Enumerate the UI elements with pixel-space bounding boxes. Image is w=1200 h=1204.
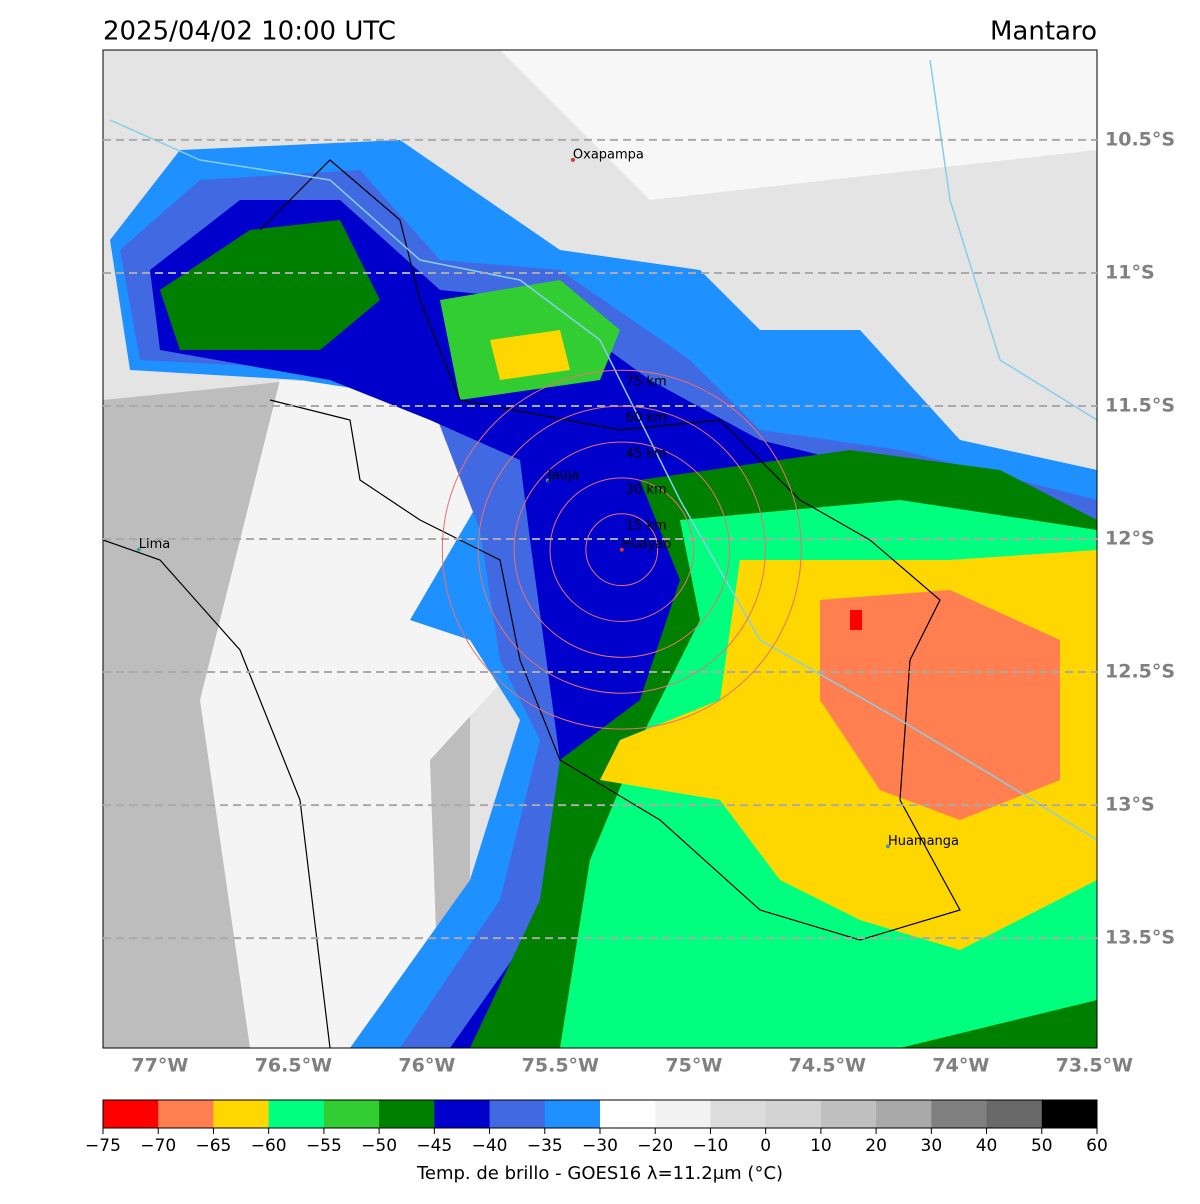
colorbar-tick-label: −45 (416, 1136, 452, 1156)
colorbar-segment (1041, 1100, 1098, 1128)
lon-label: 75°W (665, 1055, 722, 1077)
range-ring (441, 369, 802, 730)
place-label: Jauja (547, 468, 580, 483)
colorbar-tick-label: −75 (85, 1136, 121, 1156)
colorbar-segment (379, 1100, 435, 1128)
colorbar-label: Temp. de brillo - GOES16 λ=11.2μm (°C) (416, 1163, 783, 1184)
colorbar-tick-label: 20 (865, 1136, 887, 1156)
map-frame (102, 49, 1098, 1049)
colorbar-segment (103, 1100, 159, 1128)
colorbar-segment (986, 1100, 1043, 1128)
colorbar-tick-label: −60 (251, 1136, 287, 1156)
region-name: Mantaro (990, 17, 1097, 47)
lat-label: 10.5°S (1105, 128, 1175, 150)
title: 2025/04/02 10:00 UTC (103, 17, 396, 47)
colorbar-segment (765, 1100, 822, 1128)
lon-label: 75.5°W (522, 1055, 599, 1077)
colorbar-tick-label: 30 (921, 1136, 943, 1156)
colorbar-segment (876, 1100, 932, 1128)
colorbar-tick-label: −65 (195, 1136, 231, 1156)
colorbar-segment (434, 1100, 491, 1128)
lon-label: 76.5°W (255, 1055, 332, 1077)
colorbar-segment (213, 1100, 270, 1128)
colorbar-segment (600, 1100, 656, 1128)
range-ring (585, 513, 659, 587)
lat-label: 13°S (1105, 794, 1155, 816)
range-ring (477, 405, 766, 694)
place-marker (570, 157, 575, 162)
lon-label: 76°W (398, 1055, 455, 1077)
colorbar-tick-label: −70 (140, 1136, 176, 1156)
colorbar-tick-label: −20 (637, 1136, 673, 1156)
imagery (103, 50, 1097, 1048)
colorbar-segment (158, 1100, 214, 1128)
lat-label: 13.5°S (1105, 927, 1175, 949)
colorbar-tick-label: −10 (692, 1136, 728, 1156)
ring-label: 45 km (626, 446, 667, 461)
colorbar-segment (655, 1100, 711, 1128)
place-label: Oxapampa (573, 147, 644, 162)
colorbar-segment (931, 1100, 988, 1128)
range-ring (513, 441, 730, 658)
colorbar-tick-label: 40 (976, 1136, 998, 1156)
place-label: Huayao (622, 537, 672, 552)
colorbar-tick-label: 60 (1086, 1136, 1108, 1156)
place-marker (885, 844, 890, 849)
colorbar-tick-label: −40 (472, 1136, 508, 1156)
place-marker (545, 478, 550, 483)
colorbar-segment (710, 1100, 767, 1128)
colorbar-segment (323, 1100, 380, 1128)
colorbar-segment (820, 1100, 877, 1128)
ring-label: 30 km (626, 482, 667, 497)
place-label: Lima (139, 537, 170, 552)
ring-label: 75 km (626, 375, 667, 390)
ring-label: 15 km (626, 518, 667, 533)
colorbar-segment (489, 1100, 546, 1128)
colorbar-tick-label: −55 (306, 1136, 342, 1156)
colorbar-tick-label: 10 (810, 1136, 832, 1156)
lon-label: 74°W (932, 1055, 989, 1077)
lon-label: 73.5°W (1056, 1055, 1133, 1077)
place-marker (619, 547, 624, 552)
ring-label: 60 km (626, 411, 667, 426)
lat-label: 12°S (1105, 528, 1155, 550)
colorbar-tick-label: −50 (361, 1136, 397, 1156)
lat-label: 12.5°S (1105, 661, 1175, 683)
place-marker (136, 547, 141, 552)
colorbar-segment (268, 1100, 325, 1128)
lat-label: 11°S (1105, 261, 1155, 283)
range-ring (549, 477, 695, 622)
colorbar-segment (544, 1100, 601, 1128)
lon-label: 77°W (131, 1055, 188, 1077)
lon-label: 74.5°W (789, 1055, 866, 1077)
colorbar-tick-label: −30 (582, 1136, 618, 1156)
colorbar-tick-label: −35 (527, 1136, 563, 1156)
lat-label: 11.5°S (1105, 394, 1175, 416)
place-label: Huamanga (888, 834, 959, 849)
colorbar-tick-label: 50 (1031, 1136, 1053, 1156)
colorbar-tick-label: 0 (760, 1136, 771, 1156)
